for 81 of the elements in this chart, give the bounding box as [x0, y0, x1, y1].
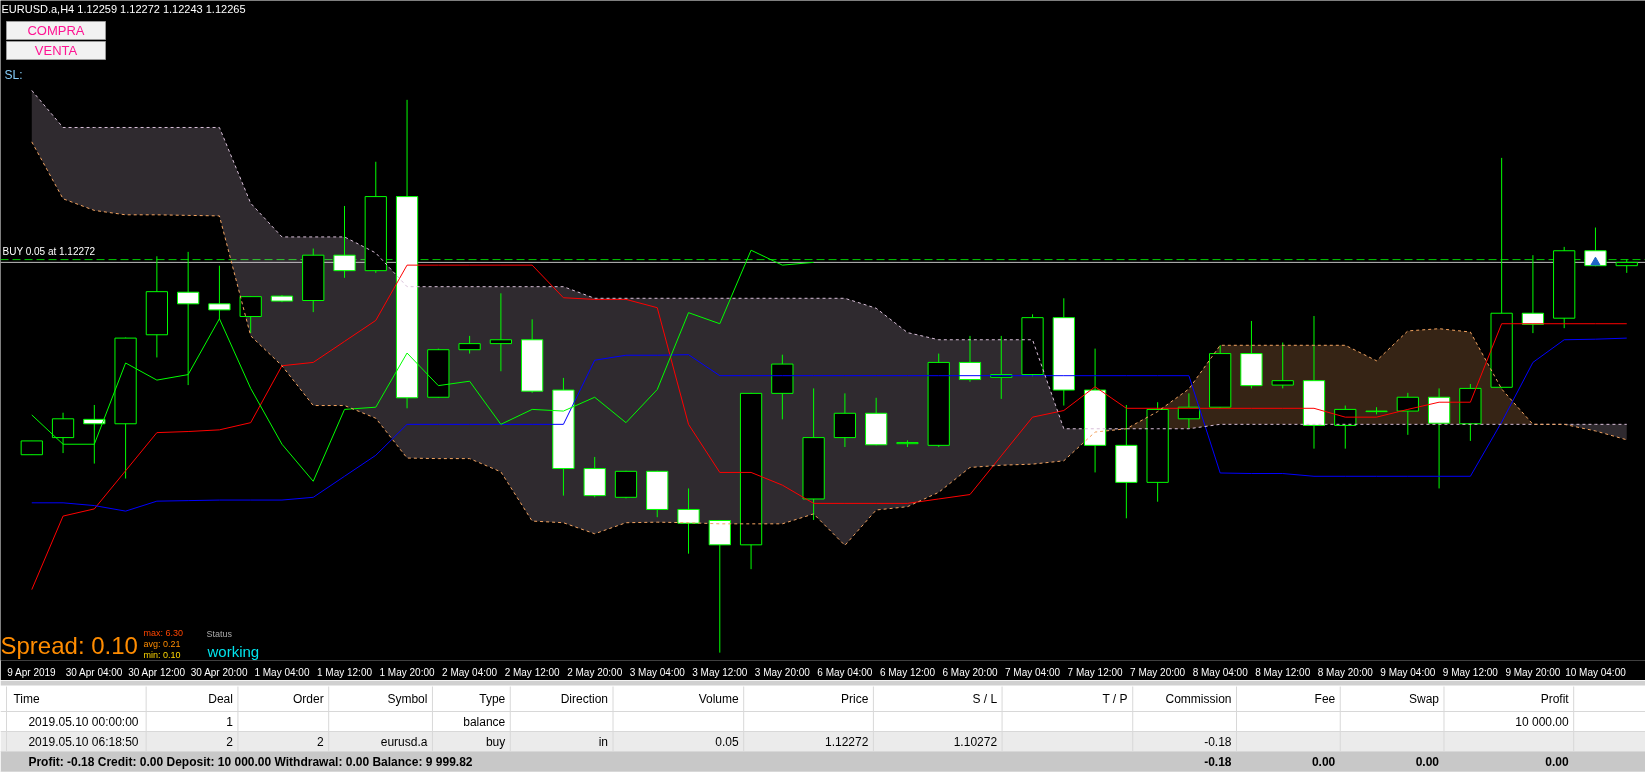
category-label: Time	[13, 692, 41, 706]
text: balance	[463, 714, 506, 729]
x-tick-label: 6 May 12:00	[879, 666, 936, 678]
ref-line-label: BUY 0.05 at 1.12272	[2, 245, 96, 257]
text: 2019.05.10 00:00:00	[28, 714, 139, 729]
category-label: Profit	[1540, 692, 1570, 706]
x-tick-label: 7 May 20:00	[1130, 666, 1186, 678]
category-label: Type	[479, 692, 506, 706]
text: 2	[226, 735, 233, 749]
candlestick	[51, 412, 75, 454]
candlestick	[208, 265, 231, 320]
x-tick-label: 1 May 20:00	[379, 666, 436, 678]
candlestick	[1521, 254, 1545, 334]
candlestick	[333, 205, 356, 279]
x-tick-label: 6 May 20:00	[942, 666, 998, 678]
annotation: working	[206, 643, 260, 660]
candlestick	[489, 292, 513, 372]
x-tick-label: 6 May 04:00	[817, 666, 873, 678]
text: SL:	[4, 67, 23, 82]
category-label: Deal	[208, 692, 233, 706]
x-tick-label: 2 May 12:00	[504, 666, 561, 678]
x-tick-label: 3 May 20:00	[754, 666, 811, 678]
x-tick-label: 1 May 04:00	[254, 666, 310, 678]
x-tick-label: 8 May 04:00	[1192, 666, 1249, 678]
text: 0.00	[1415, 755, 1440, 769]
category-label: Direction	[560, 692, 609, 706]
x-tick-label: 9 May 20:00	[1505, 666, 1561, 678]
category-label: Commission	[1165, 692, 1232, 706]
text: COMPRA	[27, 23, 85, 38]
x-tick-label: 9 Apr 2019	[7, 666, 57, 678]
candlestick	[1396, 392, 1419, 436]
x-tick-label: 30 Apr 12:00	[128, 666, 186, 678]
category-label: T / P	[1102, 692, 1128, 706]
x-tick-label: 30 Apr 04:00	[65, 666, 123, 678]
candlestick	[1271, 342, 1294, 389]
x-tick-label: 1 May 12:00	[316, 666, 373, 678]
category-label: Symbol	[387, 692, 428, 706]
text: -0.18	[1204, 735, 1232, 749]
category-label: Fee	[1314, 692, 1336, 706]
category-label: S / L	[972, 692, 998, 706]
x-tick-label: 8 May 20:00	[1317, 666, 1374, 678]
x-tick-label: 9 May 12:00	[1442, 666, 1499, 678]
candlestick	[239, 295, 262, 334]
text: 10 000.00	[1515, 714, 1569, 729]
chart-title: EURUSD.a,H4 1.12259 1.12272 1.12243 1.12265	[1, 2, 246, 15]
candlestick	[83, 404, 106, 465]
annotation: min: 0.10	[143, 649, 181, 660]
x-tick-label: 8 May 12:00	[1255, 666, 1311, 678]
text: VENTA	[34, 43, 78, 58]
text: 1.12272	[825, 735, 869, 749]
x-tick-label: 3 May 04:00	[629, 666, 686, 678]
category-label: Volume	[698, 692, 740, 706]
category-label: Swap	[1408, 692, 1440, 706]
text: eurusd.a	[380, 734, 428, 749]
x-tick-label: 7 May 12:00	[1067, 666, 1124, 678]
text: buy	[485, 734, 506, 749]
text: -0.18	[1204, 755, 1232, 769]
text: in	[598, 734, 609, 749]
x-tick-label: 2 May 04:00	[442, 666, 498, 678]
x-tick-label: 30 Apr 20:00	[190, 666, 248, 678]
annotation: Spread: 0.10	[0, 632, 138, 659]
category-label: Price	[841, 692, 869, 706]
text: 2	[317, 735, 324, 749]
x-tick-label: 7 May 04:00	[1005, 666, 1061, 678]
x-tick-label: 9 May 04:00	[1380, 666, 1436, 678]
candlestick	[958, 335, 982, 383]
text: Profit: -0.18 Credit: 0.00 Deposit: 10 000.00 Withdrawal: 0.00 Balance: 9 999.82	[28, 754, 473, 769]
x-tick-label: 2 May 20:00	[567, 666, 623, 678]
x-tick-label: 10 May 04:00	[1565, 666, 1627, 678]
text: 0.00	[1311, 755, 1336, 769]
annotation: Status	[206, 628, 233, 639]
text: 1	[226, 715, 233, 729]
text: 1.10272	[953, 735, 998, 749]
x-tick-label: 3 May 12:00	[692, 666, 748, 678]
text: 0.00	[1545, 755, 1569, 769]
candlestick	[677, 487, 700, 555]
category-label: Order	[293, 692, 324, 706]
text: 0.05	[715, 735, 739, 749]
annotation: avg: 0.21	[143, 638, 181, 649]
annotation: max: 6.30	[143, 627, 184, 638]
text: 2019.05.10 06:18:50	[28, 734, 139, 749]
